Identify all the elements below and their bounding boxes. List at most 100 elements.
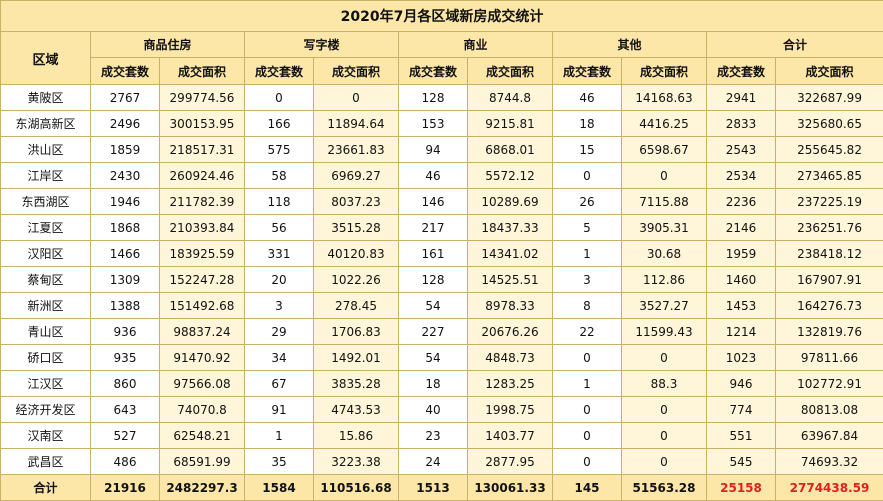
area-cell: 1283.25 [468, 371, 553, 397]
area-cell: 236251.76 [776, 215, 883, 241]
area-cell: 74693.32 [776, 449, 883, 475]
units-cell: 551 [707, 423, 776, 449]
units-cell: 2430 [91, 163, 160, 189]
area-cell: 88.3 [622, 371, 707, 397]
region-name: 江汉区 [1, 371, 91, 397]
area-cell: 18437.33 [468, 215, 553, 241]
area-cell: 210393.84 [160, 215, 245, 241]
region-name: 洪山区 [1, 137, 91, 163]
total-units-cell: 25158 [707, 475, 776, 501]
area-cell: 8744.8 [468, 85, 553, 111]
area-cell: 102772.91 [776, 371, 883, 397]
group-header-total: 合计 [707, 32, 883, 58]
units-cell: 8 [553, 293, 622, 319]
sub-header-area: 成交面积 [468, 58, 553, 85]
units-cell: 1959 [707, 241, 776, 267]
units-cell: 54 [399, 345, 468, 371]
units-cell: 1859 [91, 137, 160, 163]
area-cell: 3905.31 [622, 215, 707, 241]
units-cell: 46 [553, 85, 622, 111]
area-cell: 8978.33 [468, 293, 553, 319]
units-cell: 1388 [91, 293, 160, 319]
area-cell: 11599.43 [622, 319, 707, 345]
area-cell: 2877.95 [468, 449, 553, 475]
area-cell: 14341.02 [468, 241, 553, 267]
area-cell: 238418.12 [776, 241, 883, 267]
units-cell: 56 [245, 215, 314, 241]
units-cell: 936 [91, 319, 160, 345]
group-header-other: 其他 [553, 32, 707, 58]
units-cell: 1 [553, 241, 622, 267]
units-cell: 1 [553, 371, 622, 397]
units-cell: 29 [245, 319, 314, 345]
area-cell: 183925.59 [160, 241, 245, 267]
region-name: 汉阳区 [1, 241, 91, 267]
units-cell: 2833 [707, 111, 776, 137]
area-cell: 218517.31 [160, 137, 245, 163]
total-area-cell: 2774438.59 [776, 475, 883, 501]
region-name: 江夏区 [1, 215, 91, 241]
area-cell: 63967.84 [776, 423, 883, 449]
units-cell: 40 [399, 397, 468, 423]
area-cell: 152247.28 [160, 267, 245, 293]
title-row: 2020年7月各区域新房成交统计 [1, 1, 883, 32]
group-header-row: 区域 商品住房 写字楼 商业 其他 合计 [1, 32, 883, 58]
units-cell: 153 [399, 111, 468, 137]
region-name: 经济开发区 [1, 397, 91, 423]
region-name: 黄陂区 [1, 85, 91, 111]
units-cell: 118 [245, 189, 314, 215]
units-cell: 128 [399, 267, 468, 293]
sub-header-units: 成交套数 [399, 58, 468, 85]
region-name: 武昌区 [1, 449, 91, 475]
area-cell: 6598.67 [622, 137, 707, 163]
area-cell: 211782.39 [160, 189, 245, 215]
area-cell: 0 [622, 163, 707, 189]
area-cell: 68591.99 [160, 449, 245, 475]
area-cell: 299774.56 [160, 85, 245, 111]
group-header-office: 写字楼 [245, 32, 399, 58]
area-cell: 151492.68 [160, 293, 245, 319]
table-title: 2020年7月各区域新房成交统计 [1, 1, 883, 32]
units-cell: 15 [553, 137, 622, 163]
units-cell: 527 [91, 423, 160, 449]
sub-header-units: 成交套数 [91, 58, 160, 85]
units-cell: 1460 [707, 267, 776, 293]
units-cell: 94 [399, 137, 468, 163]
region-name: 新洲区 [1, 293, 91, 319]
area-cell: 1022.26 [314, 267, 399, 293]
units-cell: 3 [245, 293, 314, 319]
units-cell: 5 [553, 215, 622, 241]
area-cell: 3835.28 [314, 371, 399, 397]
units-cell: 22 [553, 319, 622, 345]
sub-header-row: 成交套数 成交面积 成交套数 成交面积 成交套数 成交面积 成交套数 成交面积 … [1, 58, 883, 85]
area-cell: 98837.24 [160, 319, 245, 345]
units-cell: 67 [245, 371, 314, 397]
units-cell: 0 [553, 397, 622, 423]
sub-header-units: 成交套数 [245, 58, 314, 85]
area-cell: 4416.25 [622, 111, 707, 137]
area-cell: 23661.83 [314, 137, 399, 163]
region-name: 东西湖区 [1, 189, 91, 215]
total-area-cell: 130061.33 [468, 475, 553, 501]
area-cell: 0 [622, 345, 707, 371]
area-cell: 260924.46 [160, 163, 245, 189]
area-cell: 80813.08 [776, 397, 883, 423]
units-cell: 2236 [707, 189, 776, 215]
area-cell: 167907.91 [776, 267, 883, 293]
area-cell: 164276.73 [776, 293, 883, 319]
area-cell: 325680.65 [776, 111, 883, 137]
units-cell: 166 [245, 111, 314, 137]
area-cell: 273465.85 [776, 163, 883, 189]
units-cell: 3 [553, 267, 622, 293]
area-cell: 1403.77 [468, 423, 553, 449]
units-cell: 54 [399, 293, 468, 319]
